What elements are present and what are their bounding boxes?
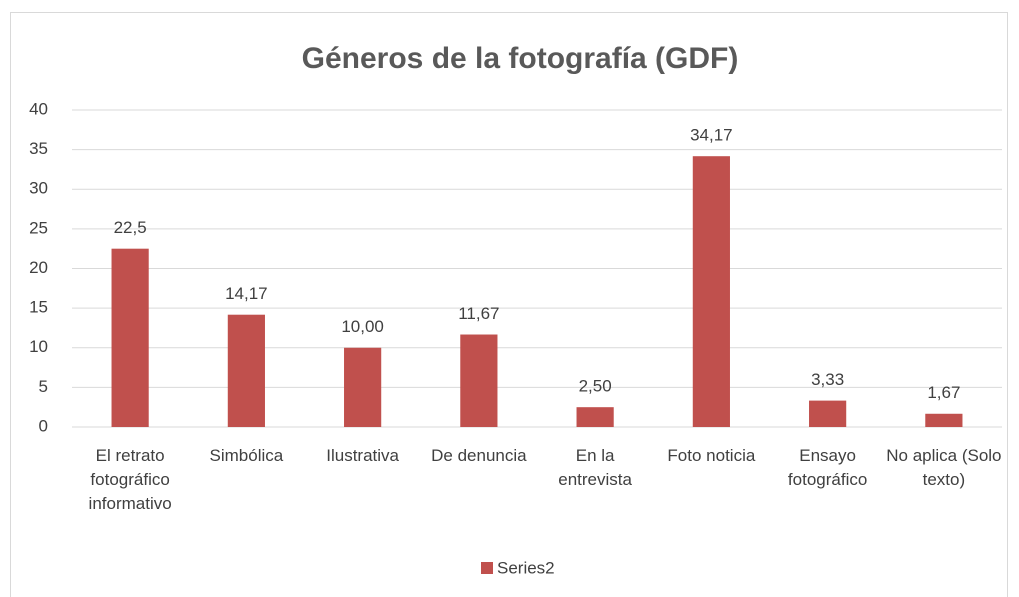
- x-tick-label: Foto noticia: [667, 446, 756, 465]
- legend-swatch: [481, 562, 493, 574]
- data-label: 2,50: [579, 377, 612, 396]
- data-label: 11,67: [458, 304, 499, 323]
- bar: [692, 156, 730, 427]
- data-label: 1,67: [927, 383, 960, 402]
- y-tick-label: 35: [29, 139, 48, 158]
- x-tick-label: Simbólica: [209, 446, 284, 465]
- y-tick-label: 10: [29, 337, 48, 356]
- bar: [227, 314, 265, 427]
- y-tick-label: 20: [29, 258, 48, 277]
- bar: [460, 334, 498, 427]
- legend-label: Series2: [497, 558, 555, 577]
- data-label: 34,17: [690, 126, 733, 145]
- x-tick-label: De denuncia: [431, 446, 527, 465]
- x-tick-label: No aplica (Solo texto): [886, 446, 1002, 489]
- bar: [925, 413, 963, 427]
- y-tick-label: 40: [29, 99, 48, 118]
- chart-title: Géneros de la fotografía (GDF): [302, 42, 739, 75]
- data-label: 14,17: [225, 284, 268, 303]
- y-tick-label: 5: [39, 377, 48, 396]
- bar: [576, 407, 614, 427]
- y-tick-label: 25: [29, 218, 48, 237]
- y-tick-label: 30: [29, 179, 48, 198]
- bar: [344, 347, 382, 427]
- y-tick-label: 15: [29, 298, 48, 317]
- x-tick-label: Ensayo fotográfico: [787, 446, 868, 489]
- data-label: 10,00: [341, 317, 384, 336]
- bar: [809, 400, 847, 427]
- bar: [111, 248, 149, 427]
- x-tick-label: El retrato fotográfico informativo: [88, 446, 172, 513]
- data-label: 22,5: [114, 218, 147, 237]
- x-tick-label: En la entrevista: [558, 446, 632, 489]
- x-tick-label: Ilustrativa: [326, 446, 399, 465]
- data-label: 3,33: [811, 370, 844, 389]
- y-tick-label: 0: [39, 416, 48, 435]
